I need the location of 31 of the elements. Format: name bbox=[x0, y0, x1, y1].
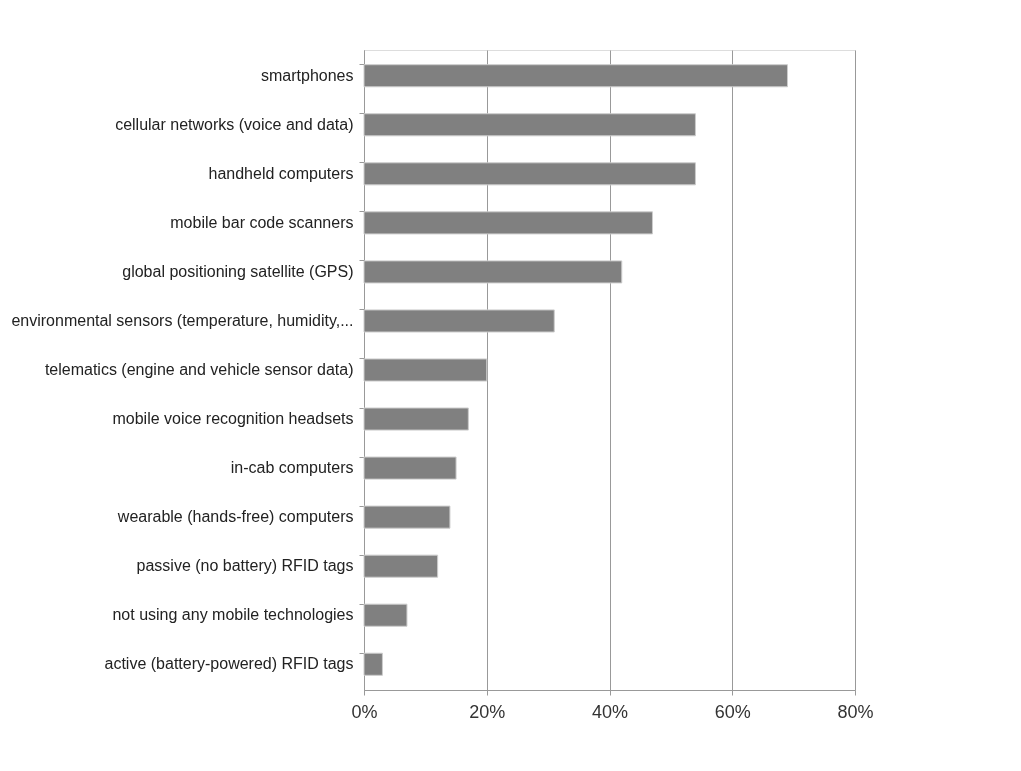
x-tick-label: 80% bbox=[837, 701, 874, 722]
bar bbox=[363, 456, 457, 480]
bar bbox=[363, 309, 555, 333]
y-tick-label: not using any mobile technologies bbox=[112, 606, 354, 624]
bar bbox=[363, 260, 623, 284]
x-tick-label: 60% bbox=[714, 701, 751, 722]
x-tick-label: 20% bbox=[469, 701, 506, 722]
bar bbox=[363, 211, 653, 235]
bar bbox=[363, 113, 696, 137]
bar bbox=[363, 603, 408, 627]
y-tick-label: in-cab computers bbox=[230, 459, 354, 477]
y-tick-label: mobile voice recognition headsets bbox=[112, 410, 354, 428]
bar bbox=[363, 64, 788, 88]
bar bbox=[363, 358, 488, 382]
bar bbox=[363, 505, 451, 529]
x-tick-label: 0% bbox=[351, 701, 378, 722]
y-tick-label: active (battery-powered) RFID tags bbox=[104, 655, 354, 673]
y-tick-label: global positioning satellite (GPS) bbox=[122, 262, 354, 280]
x-tick-label: 40% bbox=[591, 701, 629, 722]
bar bbox=[363, 407, 469, 431]
y-tick-label: passive (no battery) RFID tags bbox=[136, 557, 354, 575]
bar bbox=[363, 162, 696, 186]
y-tick-label: wearable (hands-free) computers bbox=[116, 508, 354, 526]
y-tick-label: handheld computers bbox=[208, 164, 354, 182]
y-tick-label: cellular networks (voice and data) bbox=[115, 115, 354, 133]
y-tick-label: telematics (engine and vehicle sensor data) bbox=[44, 361, 354, 378]
y-tick-label: smartphones bbox=[261, 66, 354, 84]
bar bbox=[363, 554, 439, 578]
y-tick-label: mobile bar code scanners bbox=[170, 213, 354, 231]
bar bbox=[363, 652, 383, 676]
y-tick-label: environmental sensors (temperature, humidity,... bbox=[11, 311, 354, 329]
